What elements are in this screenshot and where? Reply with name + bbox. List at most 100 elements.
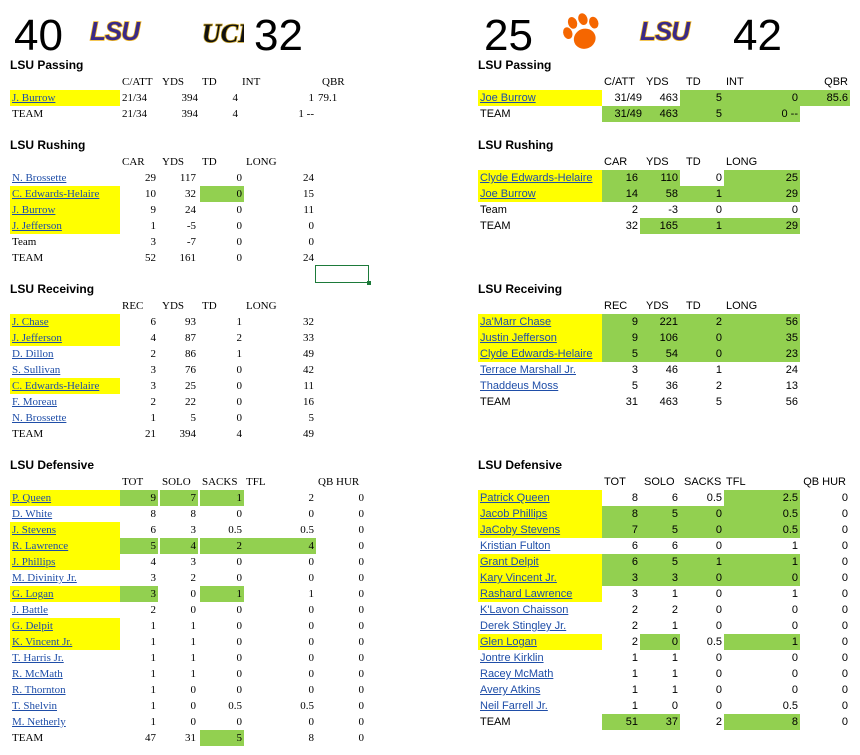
player-name-cell[interactable]: K. Vincent Jr. xyxy=(10,634,120,650)
player-name-cell[interactable]: N. Brossette xyxy=(10,410,120,426)
player-name-cell[interactable]: J. Battle xyxy=(10,602,120,618)
player-name-cell[interactable]: N. Brossette xyxy=(10,170,120,186)
player-name-cell[interactable]: K'Lavon Chaisson xyxy=(478,602,602,618)
player-link[interactable]: J. Battle xyxy=(12,604,49,616)
player-name-cell[interactable]: Racey McMath xyxy=(478,666,602,682)
player-link[interactable]: Kary Vincent Jr. xyxy=(480,572,557,584)
player-link[interactable]: Glen Logan xyxy=(480,636,537,648)
player-name-cell[interactable]: D. White xyxy=(10,506,120,522)
player-link[interactable]: C. Edwards-Helaire xyxy=(12,188,100,200)
player-link[interactable]: JaCoby Stevens xyxy=(480,524,561,536)
player-link[interactable]: T. Harris Jr. xyxy=(12,652,64,664)
player-name-cell[interactable]: D. Dillon xyxy=(10,346,120,362)
player-link[interactable]: Jacob Phillips xyxy=(480,508,548,520)
player-link[interactable]: Racey McMath xyxy=(480,668,554,680)
player-link[interactable]: Kristian Fulton xyxy=(480,540,551,552)
player-link[interactable]: J. Burrow xyxy=(12,204,56,216)
selected-cell[interactable] xyxy=(315,265,371,285)
player-link[interactable]: K. Vincent Jr. xyxy=(12,636,73,648)
player-name-cell[interactable]: Avery Atkins xyxy=(478,682,602,698)
player-name-cell[interactable]: T. Shelvin xyxy=(10,698,120,714)
player-name-cell[interactable]: Ja'Marr Chase xyxy=(478,314,602,330)
player-name-cell[interactable]: J. Jefferson xyxy=(10,218,120,234)
player-name-cell[interactable]: Neil Farrell Jr. xyxy=(478,698,602,714)
player-name-cell[interactable]: Clyde Edwards-Helaire xyxy=(478,170,602,186)
player-link[interactable]: T. Shelvin xyxy=(12,700,58,712)
player-name-cell[interactable]: J. Burrow xyxy=(10,90,120,106)
player-link[interactable]: Grant Delpit xyxy=(480,556,539,568)
player-link[interactable]: G. Delpit xyxy=(12,620,53,632)
player-name-cell[interactable]: Rashard Lawrence xyxy=(478,586,602,602)
player-name-cell[interactable]: J. Jefferson xyxy=(10,330,120,346)
player-name-cell[interactable]: Joe Burrow xyxy=(478,186,602,202)
player-name-cell[interactable]: Kristian Fulton xyxy=(478,538,602,554)
player-link[interactable]: Patrick Queen xyxy=(480,492,550,504)
player-link[interactable]: K'Lavon Chaisson xyxy=(480,604,569,616)
player-link[interactable]: C. Edwards-Helaire xyxy=(12,380,100,392)
player-name-cell[interactable]: J. Stevens xyxy=(10,522,120,538)
player-link[interactable]: N. Brossette xyxy=(12,172,67,184)
player-link[interactable]: Avery Atkins xyxy=(480,684,541,696)
player-name-cell[interactable]: Derek Stingley Jr. xyxy=(478,618,602,634)
player-link[interactable]: Jontre Kirklin xyxy=(480,652,544,664)
player-link[interactable]: Joe Burrow xyxy=(480,188,536,200)
player-link[interactable]: R. McMath xyxy=(12,668,63,680)
player-link[interactable]: R. Thornton xyxy=(12,684,66,696)
player-name-cell[interactable]: C. Edwards-Helaire xyxy=(10,378,120,394)
player-name-cell[interactable]: J. Chase xyxy=(10,314,120,330)
player-name-cell[interactable]: J. Burrow xyxy=(10,202,120,218)
player-link[interactable]: R. Lawrence xyxy=(12,540,69,552)
player-name-cell[interactable]: Joe Burrow xyxy=(478,90,602,106)
player-name-cell[interactable]: G. Delpit xyxy=(10,618,120,634)
left-receiving-title: LSU Receiving xyxy=(10,282,95,296)
player-link[interactable]: Ja'Marr Chase xyxy=(480,316,552,328)
player-name-cell[interactable]: Clyde Edwards-Helaire xyxy=(478,346,602,362)
player-name-cell[interactable]: Justin Jefferson xyxy=(478,330,602,346)
player-name-cell[interactable]: G. Logan xyxy=(10,586,120,602)
player-link[interactable]: Thaddeus Moss xyxy=(480,380,559,392)
player-link[interactable]: D. White xyxy=(12,508,53,520)
player-name-cell[interactable]: JaCoby Stevens xyxy=(478,522,602,538)
player-name-cell[interactable]: F. Moreau xyxy=(10,394,120,410)
player-link[interactable]: J. Burrow xyxy=(12,92,56,104)
player-link[interactable]: Neil Farrell Jr. xyxy=(480,700,548,712)
player-link[interactable]: Justin Jefferson xyxy=(480,332,557,344)
player-link[interactable]: Clyde Edwards-Helaire xyxy=(480,348,593,360)
player-name-cell[interactable]: M. Divinity Jr. xyxy=(10,570,120,586)
player-link[interactable]: S. Sullivan xyxy=(12,364,61,376)
player-name-cell[interactable]: P. Queen xyxy=(10,490,120,506)
player-link[interactable]: Joe Burrow xyxy=(480,92,536,104)
player-link[interactable]: P. Queen xyxy=(12,492,52,504)
player-link[interactable]: Rashard Lawrence xyxy=(480,588,573,600)
player-name-cell[interactable]: Terrace Marshall Jr. xyxy=(478,362,602,378)
player-name-cell[interactable]: Thaddeus Moss xyxy=(478,378,602,394)
player-name-cell[interactable]: S. Sullivan xyxy=(10,362,120,378)
player-name-cell[interactable]: J. Phillips xyxy=(10,554,120,570)
player-link[interactable]: Terrace Marshall Jr. xyxy=(480,364,576,376)
player-name-cell[interactable]: Jontre Kirklin xyxy=(478,650,602,666)
player-name-cell[interactable]: Jacob Phillips xyxy=(478,506,602,522)
player-name-cell[interactable]: Kary Vincent Jr. xyxy=(478,570,602,586)
player-link[interactable]: Clyde Edwards-Helaire xyxy=(480,172,593,184)
player-link[interactable]: M. Netherly xyxy=(12,716,66,728)
player-link[interactable]: J. Chase xyxy=(12,316,49,328)
player-name-cell[interactable]: T. Harris Jr. xyxy=(10,650,120,666)
player-name-cell[interactable]: R. Lawrence xyxy=(10,538,120,554)
player-name-cell[interactable]: C. Edwards-Helaire xyxy=(10,186,120,202)
player-name-cell[interactable]: R. Thornton xyxy=(10,682,120,698)
player-name-cell[interactable]: Patrick Queen xyxy=(478,490,602,506)
player-link[interactable]: J. Jefferson xyxy=(12,332,62,344)
player-link[interactable]: F. Moreau xyxy=(12,396,57,408)
player-link[interactable]: J. Phillips xyxy=(12,556,56,568)
player-link[interactable]: G. Logan xyxy=(12,588,54,600)
player-name-cell[interactable]: R. McMath xyxy=(10,666,120,682)
player-link[interactable]: Derek Stingley Jr. xyxy=(480,620,567,632)
player-name-cell[interactable]: Grant Delpit xyxy=(478,554,602,570)
player-link[interactable]: M. Divinity Jr. xyxy=(12,572,77,584)
player-link[interactable]: J. Jefferson xyxy=(12,220,62,232)
player-link[interactable]: J. Stevens xyxy=(12,524,56,536)
player-name-cell[interactable]: M. Netherly xyxy=(10,714,120,730)
player-name-cell[interactable]: Glen Logan xyxy=(478,634,602,650)
player-link[interactable]: D. Dillon xyxy=(12,348,54,360)
player-link[interactable]: N. Brossette xyxy=(12,412,67,424)
